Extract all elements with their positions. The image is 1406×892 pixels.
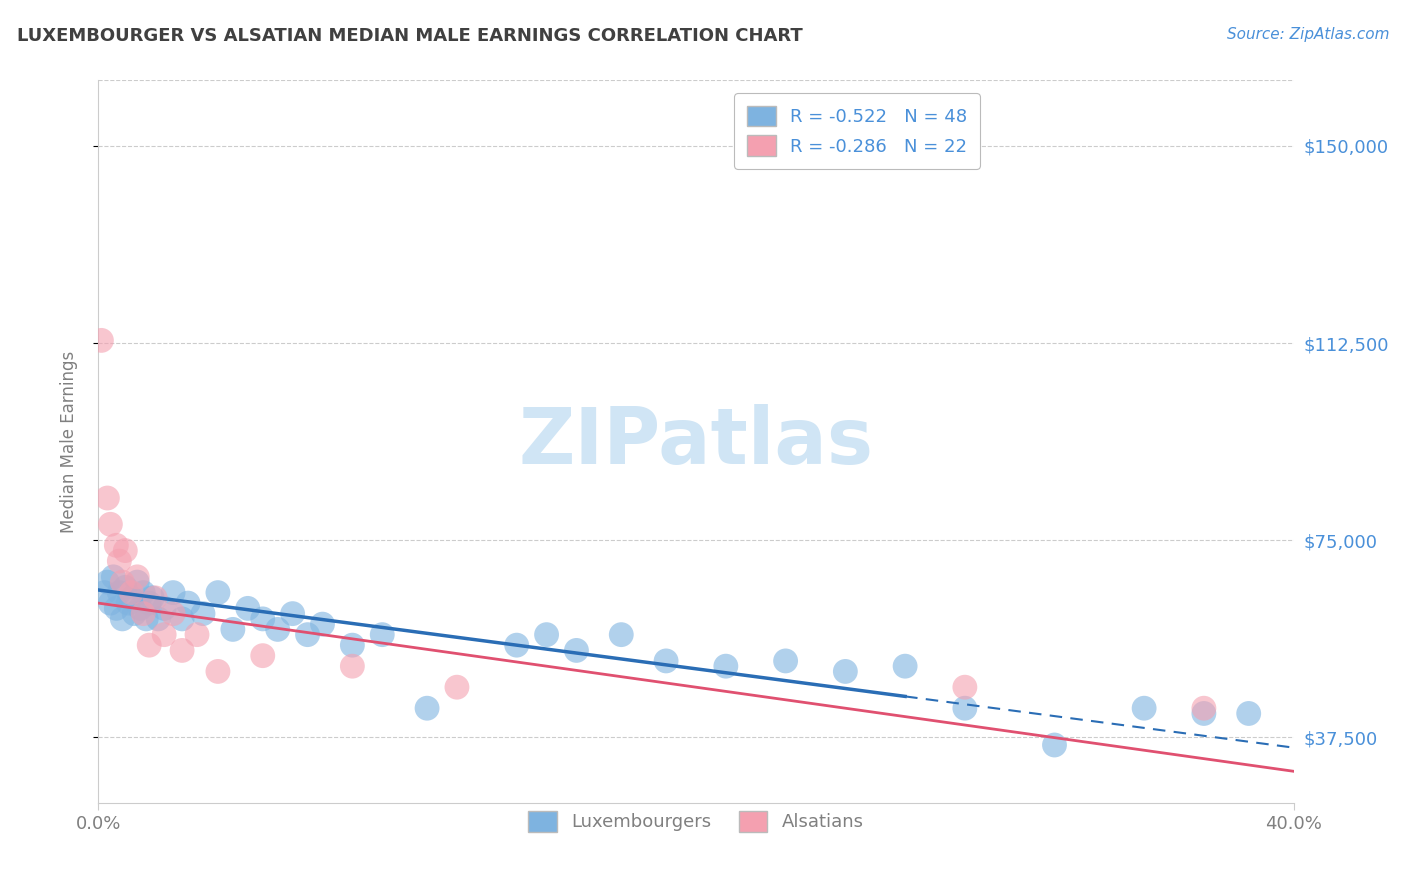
Point	[120, 591, 142, 605]
Point	[148, 612, 170, 626]
Point	[135, 612, 157, 626]
Point	[610, 627, 633, 641]
Point	[834, 665, 856, 679]
Point	[114, 580, 136, 594]
Text: LUXEMBOURGER VS ALSATIAN MEDIAN MALE EARNINGS CORRELATION CHART: LUXEMBOURGER VS ALSATIAN MEDIAN MALE EAR…	[17, 27, 803, 45]
Point	[267, 623, 290, 637]
Point	[124, 607, 146, 621]
Point	[162, 607, 184, 621]
Point	[108, 585, 131, 599]
Point	[177, 596, 200, 610]
Point	[111, 612, 134, 626]
Point	[127, 575, 149, 590]
Point	[90, 334, 112, 348]
Point	[342, 638, 364, 652]
Point	[108, 554, 131, 568]
Point	[143, 591, 166, 605]
Point	[172, 643, 194, 657]
Point	[1192, 706, 1215, 721]
Point	[132, 607, 155, 621]
Point	[342, 659, 364, 673]
Point	[120, 585, 142, 599]
Point	[506, 638, 529, 652]
Point	[186, 627, 208, 641]
Point	[775, 654, 797, 668]
Point	[98, 596, 122, 610]
Point	[297, 627, 319, 641]
Point	[536, 627, 558, 641]
Point	[371, 627, 394, 641]
Point	[111, 575, 134, 590]
Point	[1043, 738, 1066, 752]
Point	[252, 612, 274, 626]
Point	[98, 517, 122, 532]
Point	[565, 643, 588, 657]
Point	[103, 570, 125, 584]
Point	[655, 654, 678, 668]
Point	[138, 638, 160, 652]
Point	[114, 543, 136, 558]
Point	[1237, 706, 1260, 721]
Point	[105, 601, 128, 615]
Point	[311, 617, 333, 632]
Point	[191, 607, 214, 621]
Point	[153, 627, 176, 641]
Point	[132, 585, 155, 599]
Point	[153, 601, 176, 615]
Point	[236, 601, 259, 615]
Point	[93, 585, 115, 599]
Point	[714, 659, 737, 673]
Point	[894, 659, 917, 673]
Point	[281, 607, 304, 621]
Point	[117, 596, 139, 610]
Point	[127, 570, 149, 584]
Point	[129, 601, 152, 615]
Point	[1192, 701, 1215, 715]
Point	[172, 612, 194, 626]
Point	[96, 491, 118, 505]
Point	[252, 648, 274, 663]
Point	[105, 538, 128, 552]
Point	[953, 680, 976, 694]
Point	[207, 665, 229, 679]
Point	[953, 701, 976, 715]
Point	[96, 575, 118, 590]
Point	[138, 596, 160, 610]
Point	[141, 591, 163, 605]
Y-axis label: Median Male Earnings: Median Male Earnings	[59, 351, 77, 533]
Point	[446, 680, 468, 694]
Point	[222, 623, 245, 637]
Point	[416, 701, 439, 715]
Text: Source: ZipAtlas.com: Source: ZipAtlas.com	[1226, 27, 1389, 42]
Text: ZIPatlas: ZIPatlas	[519, 403, 873, 480]
Point	[162, 585, 184, 599]
Point	[207, 585, 229, 599]
Point	[1133, 701, 1156, 715]
Legend: Luxembourgers, Alsatians: Luxembourgers, Alsatians	[516, 798, 876, 845]
